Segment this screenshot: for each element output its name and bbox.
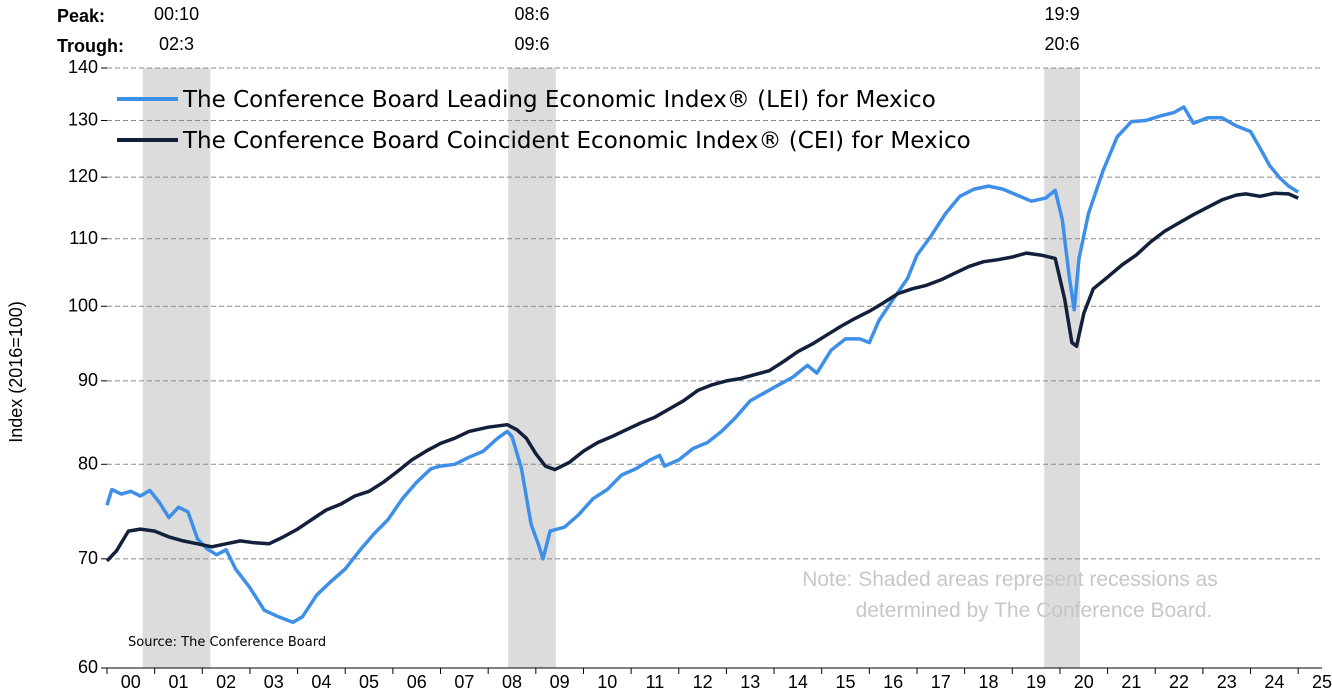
x-tick-label: 25 (1312, 672, 1332, 692)
x-tick-label: 05 (359, 672, 379, 692)
recession-peak-date: 08:6 (514, 4, 549, 24)
trough-header-label: Trough: (57, 36, 124, 56)
source-label: Source: The Conference Board (128, 635, 326, 650)
recession-trough-date: 09:6 (514, 34, 549, 54)
recession-band-1 (142, 68, 211, 668)
x-tick-label: 14 (788, 672, 808, 692)
lei-series-line (105, 105, 1300, 625)
y-tick-label: 90 (78, 370, 98, 390)
x-tick-label: 07 (454, 672, 474, 692)
recession-band-2 (508, 68, 556, 668)
cei-series-line (105, 191, 1299, 563)
recession-peak-date: 00:10 (154, 4, 199, 24)
x-tick-label: 24 (1264, 672, 1284, 692)
recession-trough-date: 02:3 (159, 34, 194, 54)
gridlines (107, 67, 1322, 560)
x-tick-label: 04 (311, 672, 331, 692)
y-tick-label: 110 (69, 228, 98, 248)
legend-label-cei: The Conference Board Coincident Economic… (182, 128, 971, 154)
x-tick-label: 10 (597, 672, 617, 692)
x-tick-label: 09 (550, 672, 570, 692)
x-tick-label: 08 (502, 672, 522, 692)
legend-label-lei: The Conference Board Leading Economic In… (182, 87, 936, 113)
recession-shading (142, 68, 1080, 668)
x-tick-label: 06 (407, 672, 427, 692)
x-tick-label: 15 (836, 672, 856, 692)
x-tick-label: 00 (121, 672, 141, 692)
x-tick-label: 22 (1169, 672, 1189, 692)
x-tick-label: 02 (216, 672, 236, 692)
y-tick-label: 130 (68, 109, 98, 129)
y-axis: 60 70 80 90 100 110 120 130 140 (68, 57, 107, 677)
x-tick-label: 20 (1074, 672, 1094, 692)
y-axis-title: Index (2016=100) (6, 301, 26, 443)
y-tick-label: 140 (68, 57, 98, 77)
peak-header-label: Peak: (57, 6, 105, 26)
note-line-2: determined by The Conference Board. (856, 599, 1213, 622)
recession-peak-date: 19:9 (1045, 4, 1080, 24)
series-lines (105, 105, 1300, 625)
y-tick-label: 80 (78, 453, 98, 473)
x-tick-label: 03 (264, 672, 284, 692)
x-tick-label: 12 (693, 672, 713, 692)
y-tick-label: 100 (68, 295, 98, 315)
note-line-1: Note: Shaded areas represent recessions … (802, 568, 1218, 591)
y-tick-label: 60 (78, 657, 98, 677)
x-tick-label: 16 (883, 672, 903, 692)
x-tick-label: 18 (978, 672, 998, 692)
x-tick-label: 13 (740, 672, 760, 692)
x-tick-label: 19 (1026, 672, 1046, 692)
recession-band-3 (1044, 68, 1080, 668)
legend: The Conference Board Leading Economic In… (117, 87, 971, 154)
recession-header: Peak: Trough: 00:10 02:3 08:6 09:6 19:9 20:6 (57, 4, 1080, 56)
x-tick-label: 23 (1217, 672, 1237, 692)
y-tick-label: 70 (78, 548, 98, 568)
x-tick-label: 21 (1121, 672, 1141, 692)
y-tick-label: 120 (68, 166, 98, 186)
x-tick-label: 01 (168, 672, 188, 692)
x-axis: 00 01 02 03 04 05 06 07 08 09 10 11 12 13 14 15 16 17 18 19… (106, 668, 1332, 692)
recession-trough-date: 20:6 (1045, 34, 1080, 54)
x-tick-label: 11 (646, 672, 665, 692)
x-tick-label: 17 (931, 672, 951, 692)
